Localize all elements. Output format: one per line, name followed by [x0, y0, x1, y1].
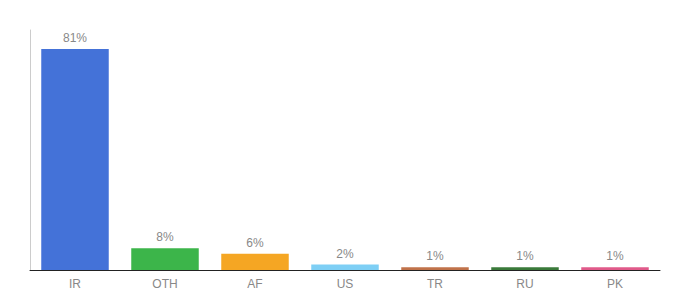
- svg-text:1%: 1%: [516, 249, 534, 263]
- svg-text:OTH: OTH: [152, 277, 177, 291]
- svg-text:8%: 8%: [156, 230, 174, 244]
- svg-text:AF: AF: [247, 277, 262, 291]
- svg-text:1%: 1%: [426, 249, 444, 263]
- svg-text:TR: TR: [427, 277, 443, 291]
- svg-text:US: US: [337, 277, 354, 291]
- svg-text:RU: RU: [516, 277, 533, 291]
- svg-text:6%: 6%: [246, 236, 264, 250]
- svg-text:81%: 81%: [63, 31, 87, 45]
- svg-text:2%: 2%: [336, 247, 354, 261]
- svg-text:PK: PK: [607, 277, 623, 291]
- svg-text:IR: IR: [69, 277, 81, 291]
- svg-text:1%: 1%: [606, 249, 624, 263]
